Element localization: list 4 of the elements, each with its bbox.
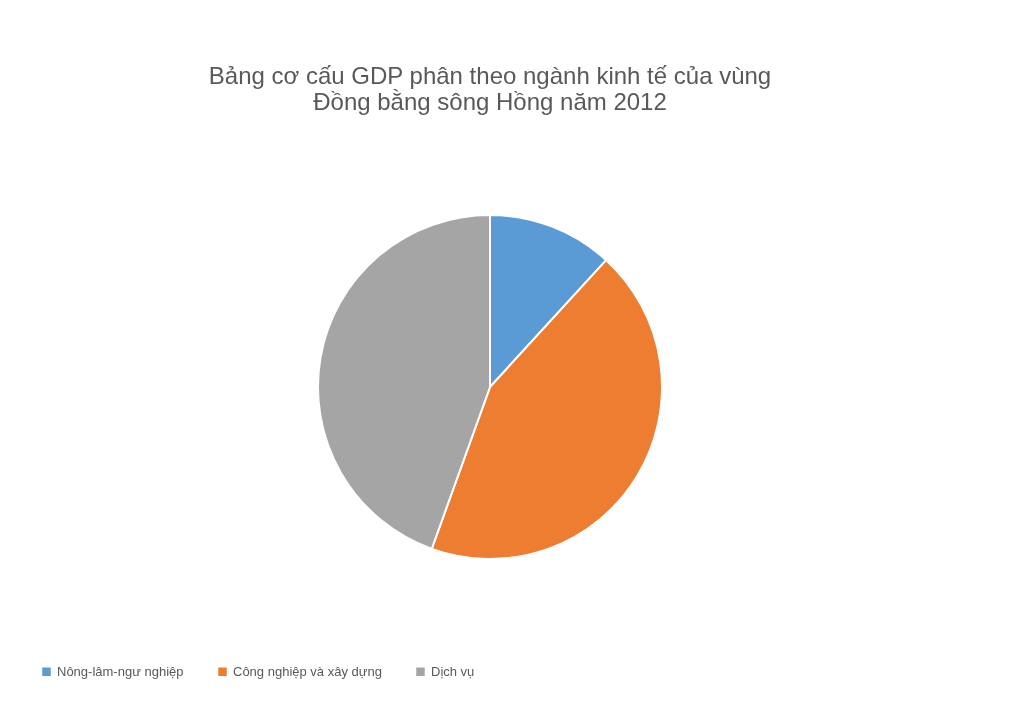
legend-label: Nông-lâm-ngư nghiệp xyxy=(57,663,184,679)
chart-title: Bảng cơ cấu GDP phân theo ngành kinh tế của vùng Đồng bằng sông Hồng năm 2012 xyxy=(208,62,772,115)
legend-label: Dịch vụ xyxy=(431,663,475,679)
legend-label: Công nghiệp và xây dựng xyxy=(233,663,382,679)
